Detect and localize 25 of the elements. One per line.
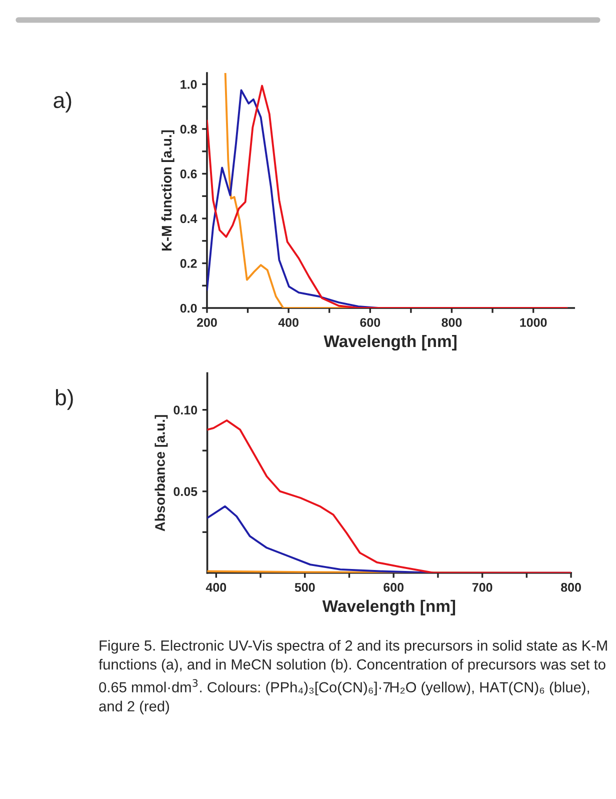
y-axis-title: Absorbance [a.u.] (154, 415, 168, 532)
y-tick-label: 0.05 (174, 487, 198, 496)
y-tick-label: 0.2 (180, 259, 197, 268)
x-tick-label: 700 (472, 582, 492, 592)
y-tick-label: 0.6 (180, 170, 197, 178)
x-axis-title: Wavelength [nm] (324, 334, 456, 351)
text: Figure 5. Electronic UV-Vis spectra of 2 and its precursors in solid state as K-M functions (a), and in MeCN solution (b). Concentration of precursors was set to 0.65 mmol·dm$^{3}$. Colours: (PPh₄)₃[Co(CN)₆]·7H₂O (yellow), HAT(CN)₆ (blue), and 2 (red) (98, 640, 607, 714)
x-tick-label: 400 (206, 582, 226, 592)
y-tick-label: 0.8 (180, 124, 197, 134)
x-tick-label: 1000 (520, 318, 547, 327)
x-tick-label: 500 (294, 582, 315, 592)
x-tick-label: 400 (278, 318, 298, 327)
y-tick-label: 0.0 (180, 304, 197, 313)
x-axis-title: Wavelength [nm] (322, 600, 456, 616)
y-tick-label: 1.0 (180, 80, 197, 89)
x-tick-label: 800 (561, 582, 581, 592)
x-tick-label: 200 (196, 318, 217, 327)
x-tick-label: 600 (384, 582, 404, 592)
y-tick-label: 0.10 (174, 406, 198, 414)
y-tick-label: 0.4 (180, 214, 198, 224)
y-axis-title: K-M function [a.u.] (161, 130, 174, 251)
x-tick-label: 800 (442, 318, 462, 327)
x-tick-label: 600 (360, 318, 380, 327)
text: a) (54, 92, 72, 113)
text: b) (56, 389, 73, 410)
